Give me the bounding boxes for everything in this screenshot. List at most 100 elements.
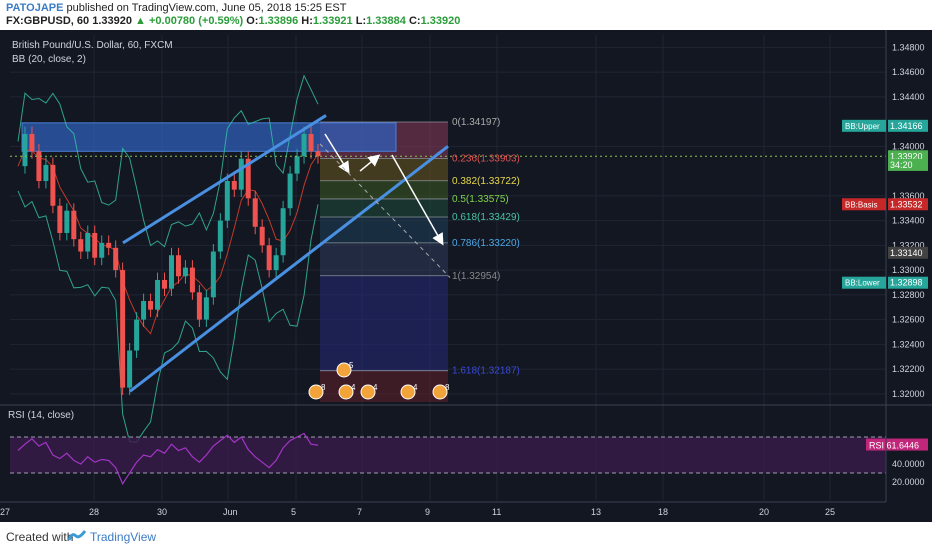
candle	[99, 242, 105, 258]
arrow-down-1	[324, 133, 350, 174]
projection-arrows	[319, 133, 451, 278]
event-marker[interactable]	[336, 362, 352, 378]
channel-upper-line[interactable]	[122, 114, 327, 245]
bb-upper-line	[17, 74, 319, 248]
rsi-line	[17, 432, 319, 486]
fib-zone-1	[320, 275, 448, 371]
candle	[127, 350, 133, 388]
candle	[64, 210, 70, 233]
candle	[196, 292, 202, 320]
price-label-value: 34:20	[890, 160, 913, 170]
price-tick-label: 1.34000	[892, 141, 925, 151]
rsi-value-label: RSI 61.6446	[869, 441, 919, 451]
candle	[29, 133, 35, 152]
candle	[134, 319, 140, 351]
event-marker-count: 8	[445, 383, 450, 392]
high-label: H:	[301, 15, 313, 27]
rsi-value-badge	[866, 438, 928, 451]
ohlc-line: FX:GBPUSD, 60 1.33920 ▲ +0.00780 (+0.59%…	[6, 15, 460, 27]
candle	[266, 245, 272, 271]
fib-label-0.618: 0.618(1.33429)	[452, 212, 520, 223]
event-marker[interactable]	[338, 384, 354, 400]
price-label-badge	[888, 276, 928, 289]
rsi-tick-label: 20.0000	[892, 477, 925, 487]
resistance-zone[interactable]	[21, 122, 397, 152]
candle	[280, 208, 286, 256]
footer: Created with TradingView	[0, 522, 932, 550]
event-markers[interactable]: 8 4 4 4 8 5	[308, 361, 450, 400]
candle	[203, 297, 209, 320]
fibonacci-labels: 0(1.34197) 0.236(1.33903) 0.382(1.33722) 0.…	[452, 117, 520, 377]
candle	[36, 151, 42, 181]
event-marker[interactable]	[308, 384, 324, 400]
time-tick-label: Jun	[223, 507, 238, 517]
bb-basis-line	[17, 149, 319, 335]
price-label-value: 1.34166	[890, 121, 923, 131]
price-series	[10, 126, 886, 396]
time-tick-label: 9	[425, 507, 430, 517]
fib-label-1: 1(1.32954)	[452, 271, 500, 282]
price-tick-label: 1.34400	[892, 92, 925, 102]
last-price: 1.33920	[92, 15, 132, 27]
fibonacci-zones	[320, 121, 448, 402]
candle	[155, 279, 161, 310]
channel-lines[interactable]	[122, 114, 449, 393]
chart-title: British Pound/U.S. Dollar, 60, FXCM	[12, 40, 173, 51]
projection-dashed-line	[319, 143, 451, 278]
event-marker[interactable]	[432, 384, 448, 400]
rsi-panel: 40.0000 20.0000 RSI 61.6446	[10, 432, 928, 487]
fib-zone-0.382	[320, 180, 448, 199]
candle	[22, 133, 28, 167]
event-marker[interactable]	[360, 384, 376, 400]
candle	[273, 255, 279, 271]
open-label: O:	[246, 15, 259, 27]
price-label-name-badge	[842, 198, 886, 211]
tradingview-logo-icon	[68, 530, 86, 541]
candle	[92, 232, 98, 258]
price-label-value: 1.33532	[890, 199, 923, 209]
candle	[294, 156, 300, 174]
arrow-down-2	[391, 154, 444, 246]
candle	[315, 151, 321, 157]
chart-canvas[interactable]: 0(1.34197) 0.236(1.33903) 0.382(1.33722) 0.…	[0, 30, 932, 522]
candle	[259, 226, 265, 246]
publish-line: PATOJAPE published on TradingView.com, J…	[6, 2, 346, 14]
price-label-name: BB:Upper	[845, 122, 880, 131]
price-tick-label: 1.34800	[892, 42, 925, 52]
symbol: FX:GBPUSD, 60	[6, 15, 90, 27]
candle	[224, 181, 230, 221]
candle	[217, 220, 223, 252]
created-with-text: Created with	[6, 530, 74, 544]
event-marker-count: 8	[321, 383, 326, 392]
candle	[50, 164, 56, 206]
candle	[113, 247, 119, 271]
candle	[189, 267, 195, 293]
price-label-name-badge	[842, 119, 886, 132]
candle	[210, 251, 216, 298]
candle	[162, 279, 168, 289]
open-value: 1.33896	[258, 15, 299, 27]
time-axis[interactable]: 28 30 Jun 5 7 9 11 13 18 20 25 27	[0, 501, 886, 517]
up-arrow-icon: ▲	[135, 15, 146, 27]
rsi-tick-label: 40.0000	[892, 459, 925, 469]
time-tick-label: 30	[157, 507, 167, 517]
candle	[78, 239, 84, 252]
change-value: +0.00780 (+0.59%)	[148, 15, 244, 27]
candle	[120, 270, 126, 388]
fib-label-0.236: 0.236(1.33903)	[452, 153, 520, 164]
header: PATOJAPE published on TradingView.com, J…	[0, 0, 932, 30]
price-axis[interactable]: 1.34800 1.34600 1.34400 1.34000 1.33600 1.334…	[842, 30, 928, 502]
price-tick-label: 1.33600	[892, 191, 925, 201]
low-value: 1.33884	[366, 15, 406, 27]
candle	[252, 198, 258, 227]
price-label-name-badge	[842, 276, 886, 289]
event-marker[interactable]	[400, 384, 416, 400]
fib-label-0: 0(1.34197)	[452, 117, 500, 128]
channel-lower-line[interactable]	[129, 145, 449, 393]
tradingview-brand[interactable]: TradingView	[90, 530, 157, 544]
candle	[85, 232, 91, 252]
candle	[308, 133, 314, 152]
author[interactable]: PATOJAPE	[6, 2, 64, 14]
price-label-badge	[888, 198, 928, 211]
event-marker-count: 4	[413, 383, 418, 392]
